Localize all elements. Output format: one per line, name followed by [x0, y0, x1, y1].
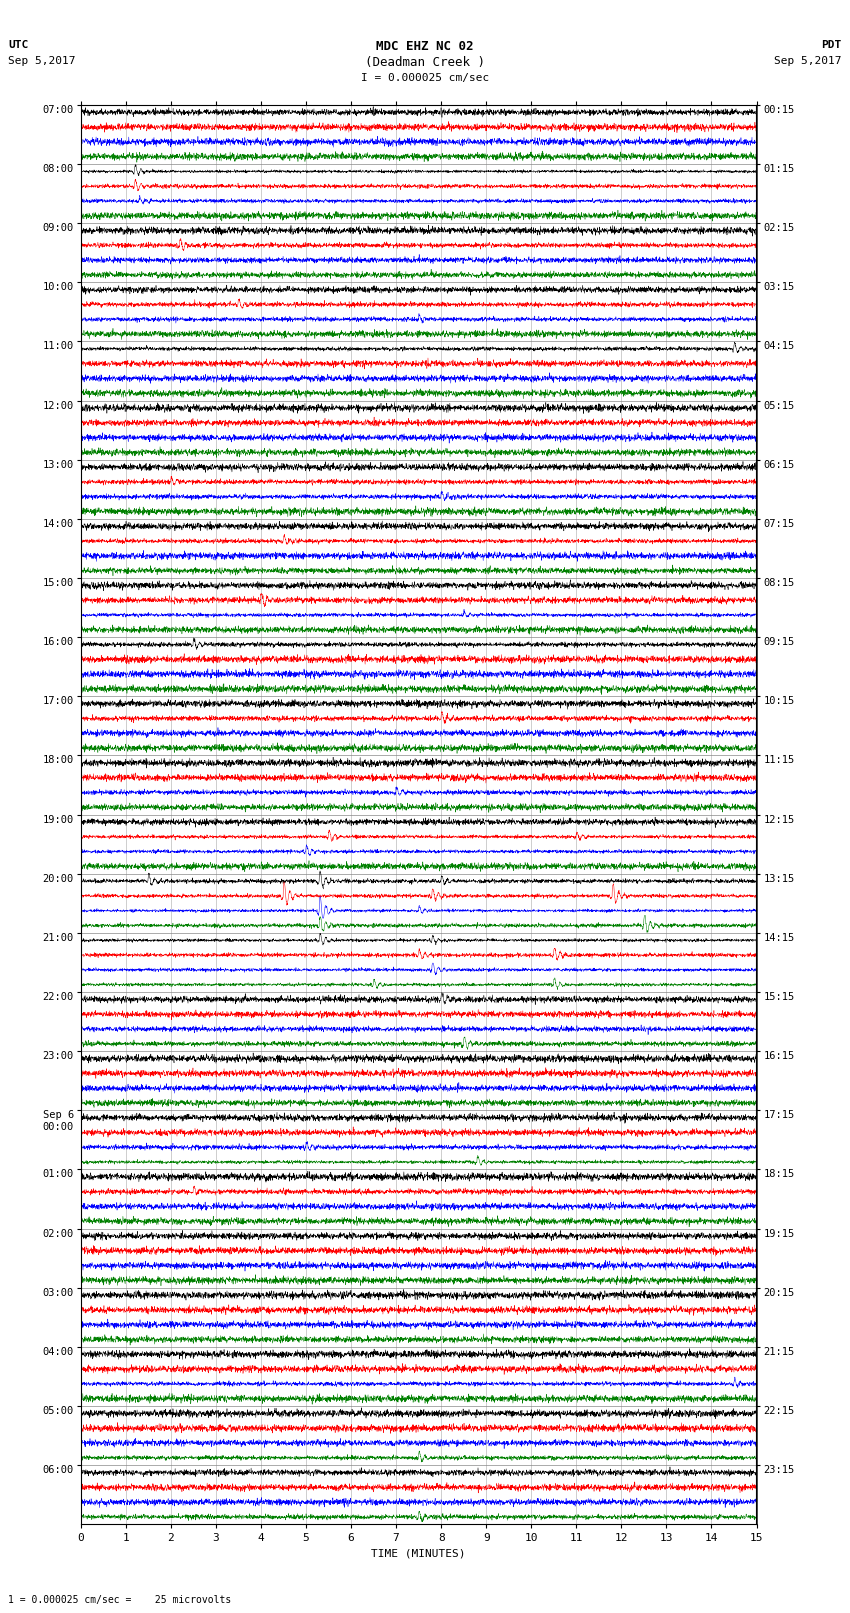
Text: Sep 5,2017: Sep 5,2017 — [8, 56, 76, 66]
Text: (Deadman Creek ): (Deadman Creek ) — [365, 56, 485, 69]
X-axis label: TIME (MINUTES): TIME (MINUTES) — [371, 1548, 466, 1558]
Text: UTC: UTC — [8, 40, 29, 50]
Text: PDT: PDT — [821, 40, 842, 50]
Text: MDC EHZ NC 02: MDC EHZ NC 02 — [377, 40, 473, 53]
Text: I = 0.000025 cm/sec: I = 0.000025 cm/sec — [361, 73, 489, 82]
Text: 1 = 0.000025 cm/sec =    25 microvolts: 1 = 0.000025 cm/sec = 25 microvolts — [8, 1595, 232, 1605]
Text: Sep 5,2017: Sep 5,2017 — [774, 56, 842, 66]
